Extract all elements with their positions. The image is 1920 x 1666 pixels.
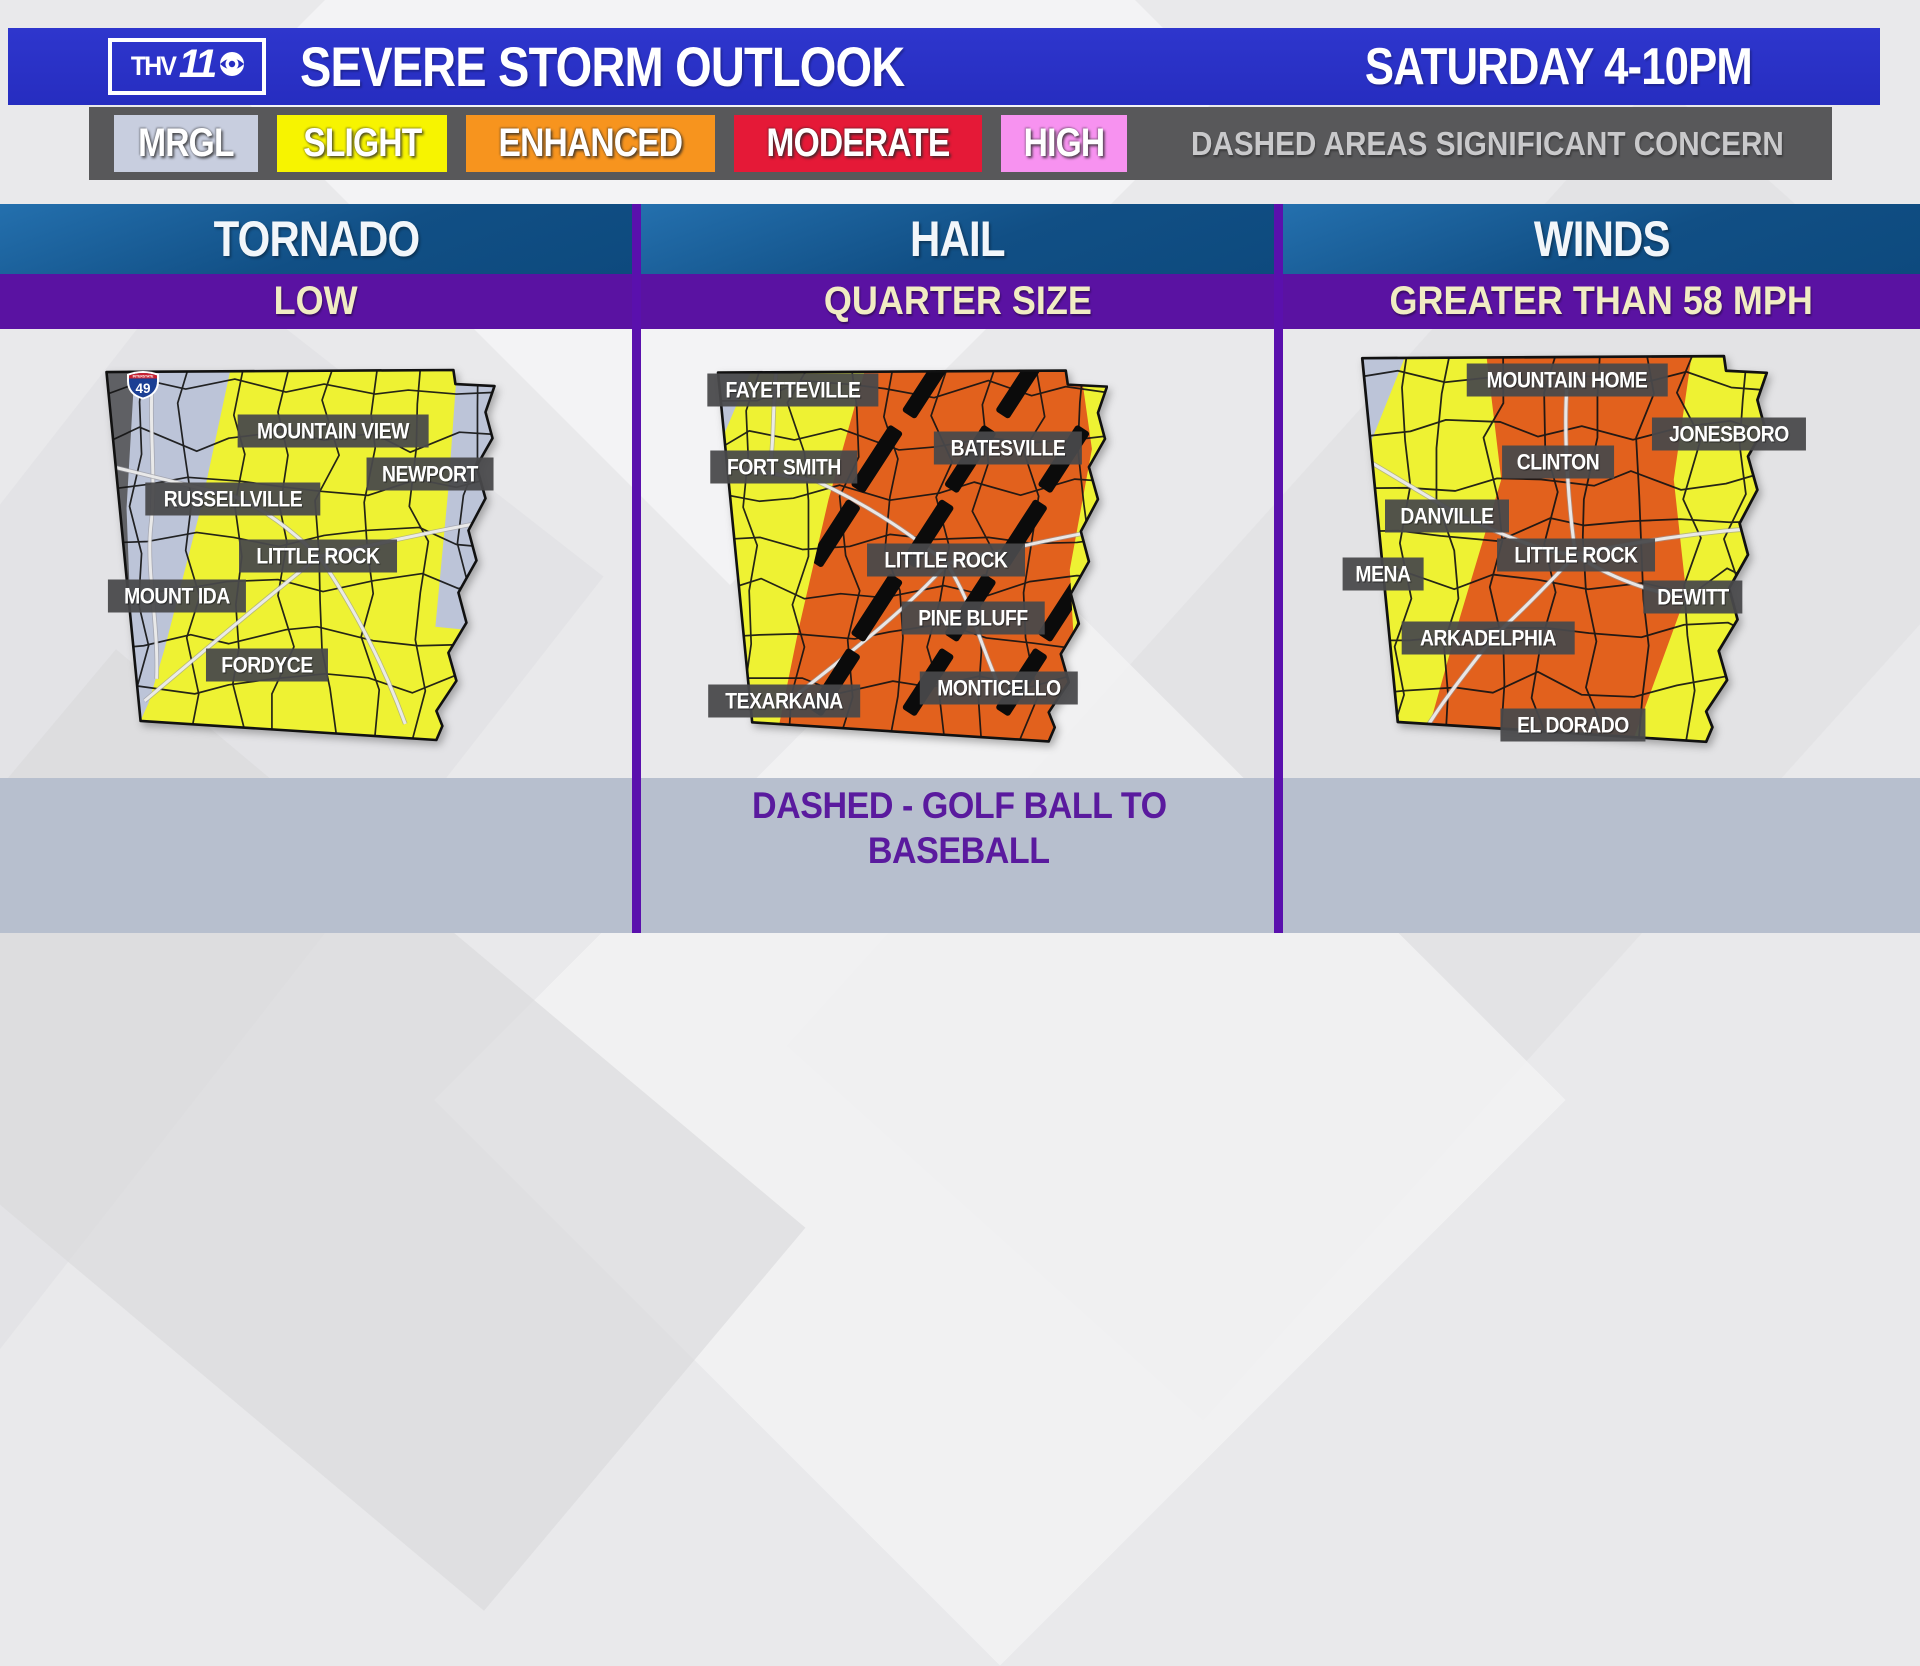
city-label-monticello: MONTICELLO (919, 671, 1079, 705)
legend-swatch-enhanced: ENHANCED (466, 115, 716, 172)
city-label-little-rock: LITTLE ROCK (1497, 538, 1655, 572)
city-label-fordyce: FORDYCE (205, 648, 329, 682)
column-header-tornado: TORNADO (0, 204, 632, 274)
thv11-logo-number: 11 (178, 42, 217, 86)
city-label-clinton: CLINTON (1502, 445, 1614, 479)
city-label-mountain-view: MOUNTAIN VIEW (237, 414, 429, 448)
city-label-little-rock: LITTLE ROCK (239, 539, 397, 573)
column-header-winds: WINDS (1283, 204, 1920, 274)
legend-swatch-mrgl: MRGL (114, 115, 258, 172)
city-label-danville: DANVILLE (1385, 499, 1509, 533)
column-divider (632, 204, 641, 933)
thv11-logo-text: THV (130, 51, 177, 81)
level-hail: QUARTER SIZE (823, 279, 1092, 323)
level-tornado: LOW (274, 279, 358, 323)
city-label-jonesboro: JONESBORO (1651, 417, 1807, 451)
interstate-49-shield: INTERSTATE 49 (124, 369, 162, 400)
city-label-mena: MENA (1342, 557, 1424, 591)
city-label-el-dorado: EL DORADO (1500, 708, 1646, 742)
city-label-dewitt: DEWITT (1643, 580, 1743, 614)
risk-legend: MRGL SLIGHT ENHANCED MODERATE HIGH DASHED AR… (89, 107, 1832, 180)
city-label-newport: NEWPORT (366, 457, 494, 491)
legend-swatch-moderate: MODERATE (734, 115, 983, 172)
column-divider (1274, 204, 1283, 933)
level-winds: GREATER THAN 58 MPH (1389, 279, 1814, 323)
city-label-arkadelphia: ARKADELPHIA (1401, 621, 1575, 655)
shield-system-text: INTERSTATE (133, 375, 155, 379)
legend-swatch-high: HIGH (1001, 115, 1128, 172)
city-label-mount-ida: MOUNT IDA (107, 579, 247, 613)
shield-route-text: 49 (135, 381, 150, 396)
legend-swatch-slight: SLIGHT (276, 115, 448, 172)
column-header-hail: HAIL (641, 204, 1274, 274)
page-title: SEVERE STORM OUTLOOK (300, 35, 905, 98)
title-bar: THV 11 SEVERE STORM OUTLOOK SATURDAY 4-1… (8, 28, 1880, 105)
city-label-batesville: BATESVILLE (933, 431, 1083, 465)
legend-note: DASHED AREAS SIGNIFICANT CONCERN (1190, 124, 1784, 162)
city-label-texarkana: TEXARKANA (708, 684, 860, 718)
city-label-little-rock: LITTLE ROCK (867, 543, 1025, 577)
cbs-eye-icon (219, 51, 245, 82)
city-label-pine-bluff: PINE BLUFF (901, 601, 1045, 635)
city-label-fort-smith: FORT SMITH (710, 450, 858, 484)
city-label-fayetteville: FAYETTEVILLE (707, 373, 879, 407)
city-label-mountain-home: MOUNTAIN HOME (1466, 363, 1668, 397)
city-label-russellville: RUSSELLVILLE (145, 482, 321, 516)
thv11-logo: THV 11 (108, 38, 266, 95)
valid-time: SATURDAY 4-10PM (1364, 37, 1752, 96)
hail-dashed-note: DASHED - GOLF BALL TO BASEBALL (751, 785, 1167, 871)
